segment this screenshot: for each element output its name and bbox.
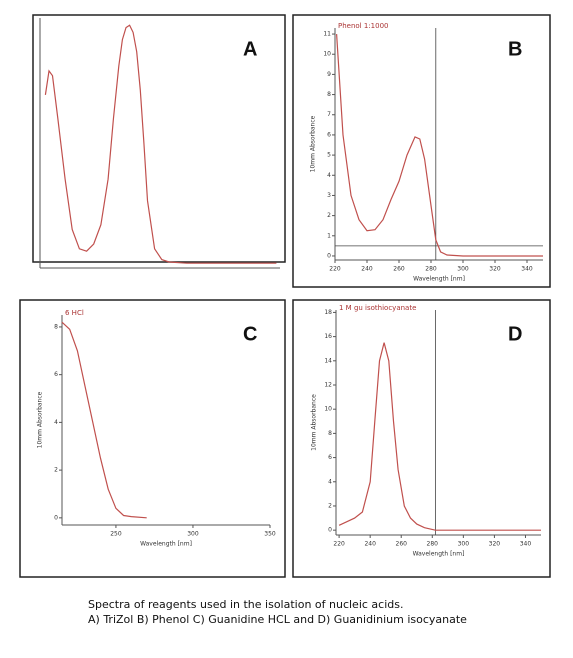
y-tick-label: 4 — [328, 478, 332, 485]
x-tick-label: 220 — [333, 541, 345, 548]
x-axis-label: Wavelength [nm] — [413, 551, 465, 558]
panel-label: D — [508, 323, 522, 345]
x-tick-label: 300 — [187, 531, 199, 538]
y-axis-label: 10mm Absorbance — [310, 115, 317, 172]
y-tick-label: 16 — [324, 333, 332, 340]
x-tick-label: 340 — [521, 266, 533, 273]
panel-frame — [32, 14, 286, 263]
y-tick-label: 0 — [328, 527, 332, 534]
x-tick-label: 280 — [427, 541, 439, 548]
y-tick-label: 3 — [327, 192, 331, 199]
x-tick-label: 260 — [396, 541, 408, 548]
spectrum-line — [61, 321, 147, 519]
y-tick-label: 4 — [327, 172, 331, 179]
panel-frame — [292, 299, 551, 578]
panel-label: C — [243, 323, 257, 345]
spectrum-line — [336, 34, 543, 257]
y-tick-label: 6 — [327, 131, 331, 138]
x-tick-label: 340 — [520, 541, 532, 548]
spectrum-line — [338, 342, 541, 531]
panel-label: B — [508, 38, 522, 60]
x-tick-label: 320 — [489, 541, 501, 548]
y-tick-label: 2 — [327, 212, 331, 219]
x-axis-label: Wavelength [nm] — [413, 276, 465, 283]
y-tick-label: 8 — [327, 91, 331, 98]
x-tick-label: 240 — [361, 266, 373, 273]
legend-text: Phenol 1:1000 — [338, 22, 388, 30]
y-tick-label: 11 — [323, 31, 331, 38]
y-tick-label: 8 — [328, 430, 332, 437]
y-tick-label: 0 — [327, 252, 331, 259]
y-tick-label: 14 — [324, 357, 332, 364]
y-tick-label: 9 — [327, 71, 331, 78]
x-tick-label: 240 — [364, 541, 376, 548]
y-tick-label: 1 — [327, 232, 331, 239]
x-tick-label: 280 — [425, 266, 437, 273]
legend-text: 1 M gu isothiocyanate — [339, 304, 416, 312]
panel-frame — [19, 299, 286, 578]
x-tick-label: 300 — [457, 266, 469, 273]
y-tick-label: 10 — [324, 406, 332, 413]
x-axis-label: Wavelength [nm] — [140, 541, 192, 548]
y-axis-label: 10mm Absorbance — [37, 391, 44, 448]
x-tick-label: 220 — [329, 266, 341, 273]
caption-line: A) TriZol B) Phenol C) Guanidine HCL and… — [88, 613, 467, 626]
x-tick-label: 260 — [393, 266, 405, 273]
y-tick-label: 18 — [324, 309, 332, 316]
caption-line: Spectra of reagents used in the isolatio… — [88, 598, 403, 611]
spectrum-line — [44, 24, 277, 264]
x-tick-label: 320 — [489, 266, 501, 273]
y-tick-label: 4 — [54, 419, 58, 426]
y-tick-label: 12 — [324, 382, 332, 389]
x-tick-label: 300 — [458, 541, 470, 548]
y-tick-label: 0 — [54, 514, 58, 521]
x-tick-label: 350 — [264, 531, 276, 538]
panel-frame — [292, 14, 551, 288]
y-tick-label: 2 — [328, 502, 332, 509]
x-tick-label: 250 — [110, 531, 122, 538]
y-tick-label: 6 — [328, 454, 332, 461]
y-tick-label: 6 — [54, 371, 58, 378]
y-tick-label: 2 — [54, 467, 58, 474]
y-axis-label: 10mm Absorbance — [311, 394, 318, 451]
panel-label: A — [243, 38, 257, 60]
y-tick-label: 8 — [54, 323, 58, 330]
legend-text: 6 HCl — [65, 309, 84, 317]
y-tick-label: 7 — [327, 111, 331, 118]
y-tick-label: 10 — [323, 51, 331, 58]
y-tick-label: 5 — [327, 152, 331, 159]
